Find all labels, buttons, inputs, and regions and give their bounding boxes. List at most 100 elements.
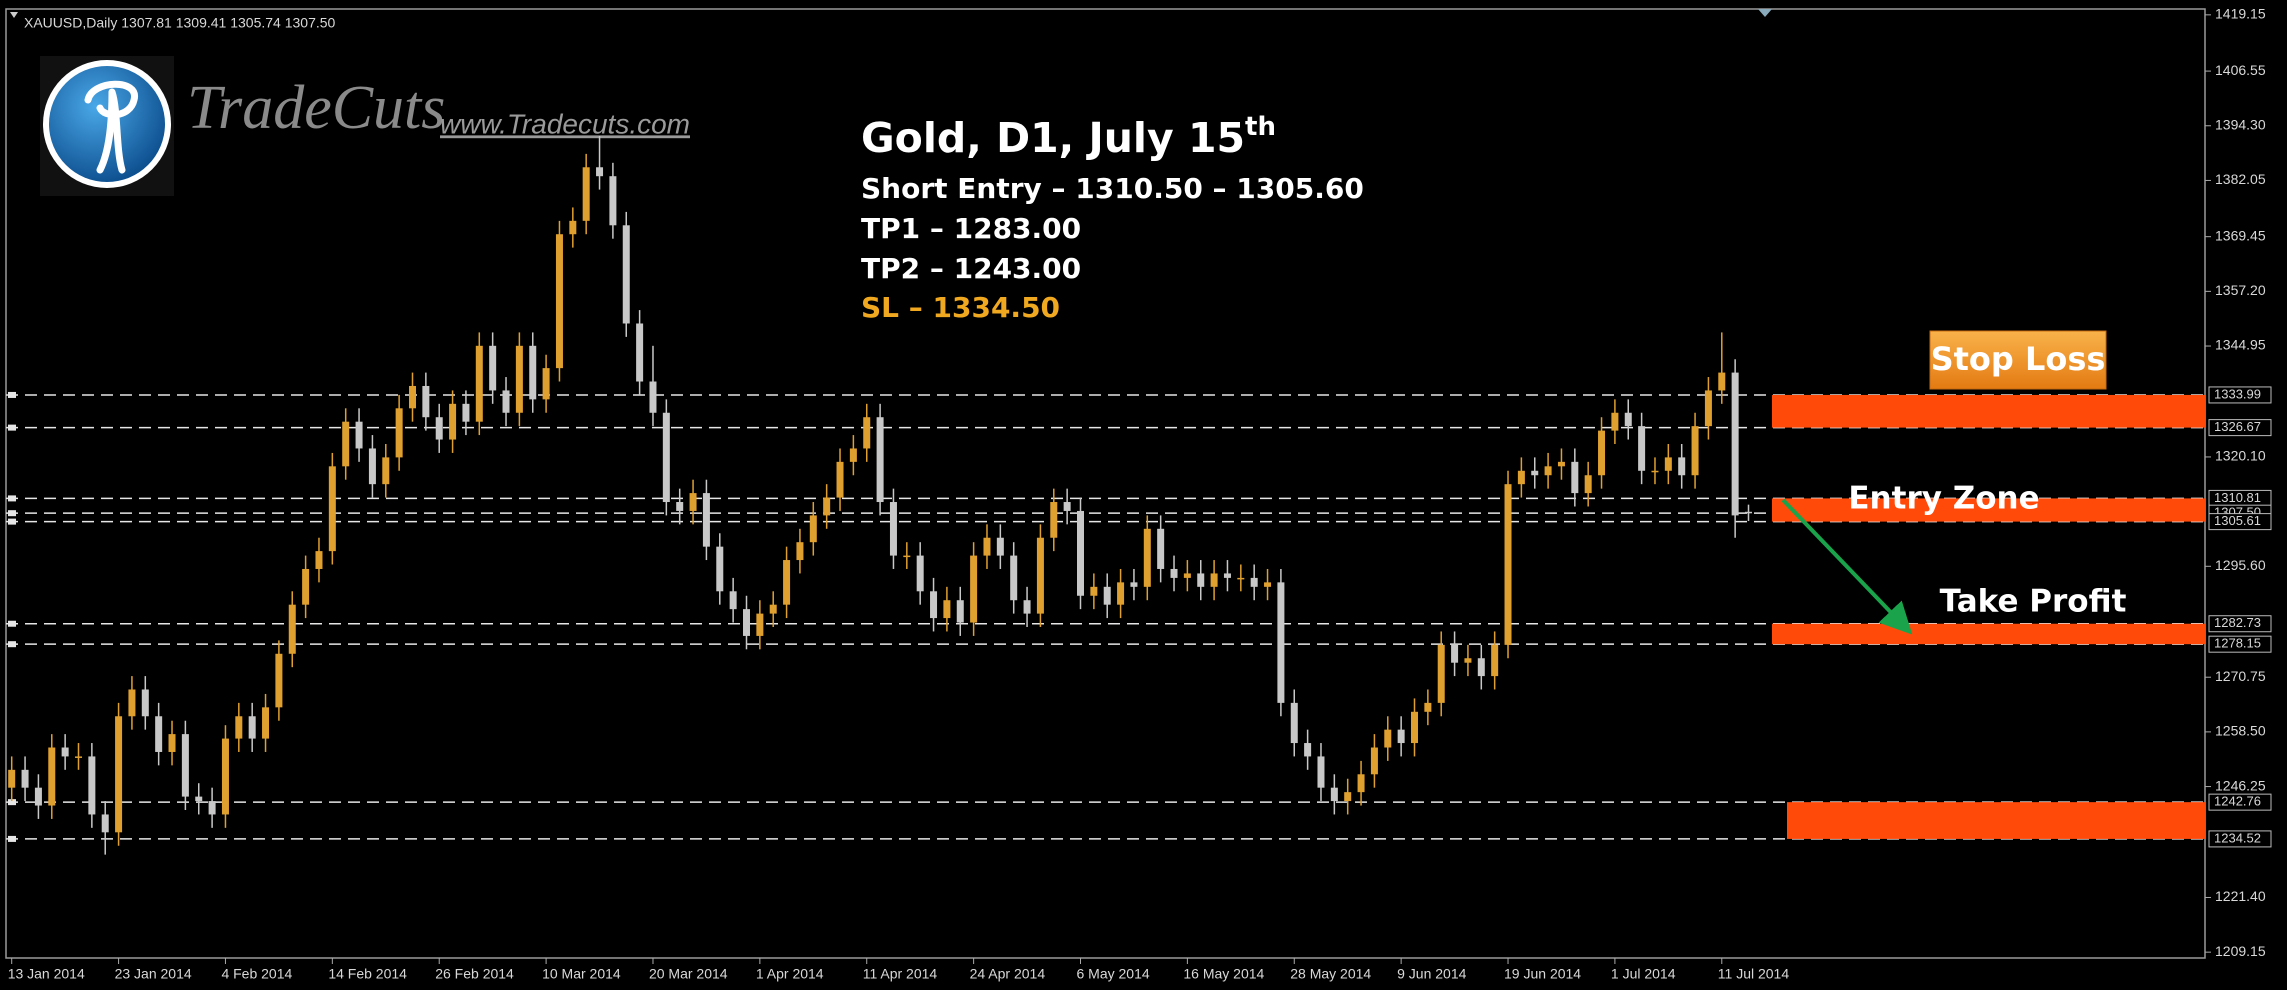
candle-body (1250, 577, 1258, 587)
candle-body (48, 747, 56, 806)
candle-body (1544, 466, 1552, 476)
candle-body (823, 497, 831, 516)
x-tick-label: 6 May 2014 (1077, 966, 1150, 982)
candle-body (916, 555, 924, 592)
logo-url: www.Tradecuts.com (440, 108, 690, 139)
candle-body (903, 555, 911, 558)
candle-body (235, 716, 243, 739)
level-label-box (2208, 830, 2272, 848)
take-profit-zone (1772, 623, 2205, 645)
candle-body (1036, 537, 1044, 614)
x-tick-label: 14 Feb 2014 (328, 966, 407, 982)
x-tick-label: 24 Apr 2014 (970, 966, 1046, 982)
candle-body (716, 546, 724, 592)
candle-body (1411, 711, 1418, 744)
candle-body (1023, 600, 1031, 614)
candle-body (1384, 729, 1392, 748)
candle-body (1745, 511, 1752, 514)
candle-body (1451, 644, 1459, 663)
candle-body (8, 769, 16, 788)
x-tick-label: 11 Apr 2014 (863, 966, 938, 982)
candle-body (662, 412, 670, 503)
candle-body (596, 167, 604, 177)
level-label: 1234.52 (2214, 830, 2261, 845)
candle-body (328, 466, 336, 552)
candle-body (1330, 787, 1338, 802)
level-marker (8, 641, 16, 648)
candle-body (796, 542, 804, 561)
entry-zone (1772, 498, 2205, 522)
candle-body (783, 560, 791, 605)
candle-body (729, 591, 737, 610)
candle-body (1237, 577, 1245, 580)
level-marker (8, 518, 16, 525)
candle-body (489, 345, 497, 391)
level-marker (8, 495, 16, 502)
x-tick-label: 10 Mar 2014 (542, 966, 621, 982)
y-tick-label: 1394.30 (2215, 116, 2266, 132)
candle-body (195, 796, 203, 802)
candle-body (141, 689, 149, 717)
candle-body (475, 345, 483, 422)
annotation: SL – 1334.50 (861, 291, 1060, 324)
candle-body (61, 747, 69, 757)
candle-body (756, 613, 764, 636)
y-tick-label: 1270.75 (2215, 668, 2266, 684)
candle-body (368, 448, 376, 485)
candle-body (128, 689, 136, 717)
zone-label: Take Profit (1940, 584, 2127, 620)
candle-body (1424, 702, 1432, 712)
candle-body (996, 537, 1004, 556)
y-tick-label: 1246.25 (2215, 777, 2266, 793)
candle-body (622, 225, 630, 324)
candle-body (876, 417, 884, 503)
candle-body (1504, 484, 1512, 645)
y-tick-label: 1209.15 (2215, 943, 2266, 959)
candle-body (1464, 658, 1472, 663)
candle-body (1210, 573, 1218, 587)
x-tick-label: 11 Jul 2014 (1718, 966, 1790, 982)
title-main: Gold, D1, July 15 (861, 114, 1245, 162)
candle-body (542, 368, 550, 400)
candle-body (1290, 702, 1298, 744)
candle-body (1638, 426, 1646, 471)
level-label: 1310.81 (2214, 490, 2261, 505)
candle-body (1183, 573, 1191, 578)
candle-body (1143, 528, 1151, 587)
candle-body (1611, 412, 1619, 431)
candle-body (302, 568, 310, 605)
candle-body (1304, 743, 1312, 757)
candle-body (649, 381, 657, 413)
candle-body (449, 403, 457, 440)
candle-body (1130, 582, 1138, 587)
logo-glyph (84, 80, 138, 174)
level-marker (8, 799, 16, 806)
candle-body (422, 385, 430, 418)
candle-body (529, 345, 537, 400)
candle-body (956, 600, 964, 623)
level-marker (8, 510, 16, 517)
level-marker (8, 424, 16, 431)
candle-body (262, 707, 270, 739)
candle-body (502, 390, 510, 413)
candle-body (983, 537, 991, 556)
candle-body (1718, 372, 1726, 391)
candle-body (1050, 502, 1058, 538)
plot-frame (5, 8, 2206, 959)
candle-body (315, 551, 323, 569)
candle-body (248, 716, 256, 739)
title-suffix: th (1245, 112, 1276, 142)
level-label-box (2208, 615, 2272, 633)
level-label-box (2208, 635, 2272, 653)
candle-body (275, 653, 283, 708)
candle-body (1678, 457, 1686, 476)
annotation: Short Entry – 1310.50 – 1305.60 (861, 172, 1364, 205)
level-label: 1278.15 (2214, 636, 2261, 651)
candle-body (676, 502, 684, 511)
candle-body (1664, 457, 1672, 471)
header: XAUUSD,Daily 1307.81 1309.41 1305.74 130… (24, 15, 336, 31)
candle-body (1624, 412, 1632, 427)
candle-body (101, 814, 109, 833)
candle-body (769, 604, 777, 614)
